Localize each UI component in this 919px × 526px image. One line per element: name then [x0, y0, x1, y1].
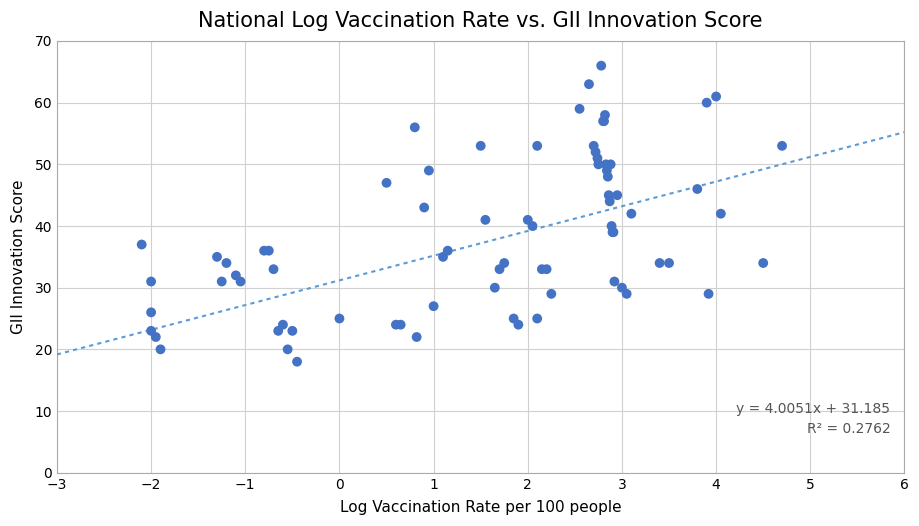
Point [256, 247, 271, 255]
Point [529, 141, 544, 150]
Point [774, 141, 789, 150]
Point [143, 308, 158, 317]
Point [148, 333, 163, 341]
Point [601, 191, 616, 199]
Point [603, 160, 618, 168]
Point [607, 277, 621, 286]
Point [594, 62, 608, 70]
Point [589, 154, 604, 163]
Point [285, 327, 300, 335]
Point [599, 166, 614, 175]
Title: National Log Vaccination Rate vs. GII Innovation Score: National Log Vaccination Rate vs. GII In… [199, 11, 762, 31]
Point [270, 327, 285, 335]
Point [602, 197, 617, 206]
Point [421, 166, 436, 175]
Point [587, 148, 602, 156]
Point [581, 80, 596, 88]
Point [332, 315, 346, 323]
Point [440, 247, 455, 255]
Point [520, 216, 535, 224]
Point [700, 290, 715, 298]
Point [755, 259, 770, 267]
Point [219, 259, 233, 267]
Point [425, 302, 440, 310]
Point [478, 216, 493, 224]
Point [436, 252, 450, 261]
Text: y = 4.0051x + 31.185
R² = 0.2762: y = 4.0051x + 31.185 R² = 0.2762 [735, 402, 890, 436]
X-axis label: Log Vaccination Rate per 100 people: Log Vaccination Rate per 100 people [339, 500, 621, 515]
Point [689, 185, 704, 193]
Point [708, 92, 722, 100]
Point [505, 315, 520, 323]
Point [534, 265, 549, 274]
Point [392, 320, 407, 329]
Point [416, 204, 431, 212]
Point [388, 320, 403, 329]
Point [605, 228, 619, 236]
Point [510, 320, 525, 329]
Point [529, 315, 544, 323]
Point [210, 252, 224, 261]
Point [228, 271, 243, 279]
Point [487, 284, 502, 292]
Point [585, 141, 600, 150]
Point [276, 320, 290, 329]
Point [539, 265, 553, 274]
Point [233, 277, 247, 286]
Point [661, 259, 675, 267]
Point [134, 240, 149, 249]
Point [590, 160, 605, 168]
Point [409, 333, 424, 341]
Point [618, 290, 633, 298]
Point [652, 259, 666, 267]
Point [597, 111, 612, 119]
Point [713, 209, 728, 218]
Point [143, 327, 158, 335]
Point [407, 123, 422, 132]
Point [492, 265, 506, 274]
Point [266, 265, 280, 274]
Point [261, 247, 276, 255]
Point [606, 228, 620, 236]
Point [614, 284, 629, 292]
Point [572, 105, 586, 113]
Point [496, 259, 511, 267]
Point [379, 179, 393, 187]
Point [609, 191, 624, 199]
Point [143, 277, 158, 286]
Point [698, 98, 713, 107]
Point [604, 222, 618, 230]
Point [280, 345, 295, 353]
Point [598, 160, 613, 168]
Point [525, 222, 539, 230]
Point [600, 173, 615, 181]
Point [472, 141, 487, 150]
Point [289, 358, 304, 366]
Point [623, 209, 638, 218]
Point [596, 117, 611, 125]
Point [543, 290, 558, 298]
Y-axis label: GII Innovation Score: GII Innovation Score [11, 179, 26, 334]
Point [214, 277, 229, 286]
Point [153, 345, 167, 353]
Point [596, 117, 610, 125]
